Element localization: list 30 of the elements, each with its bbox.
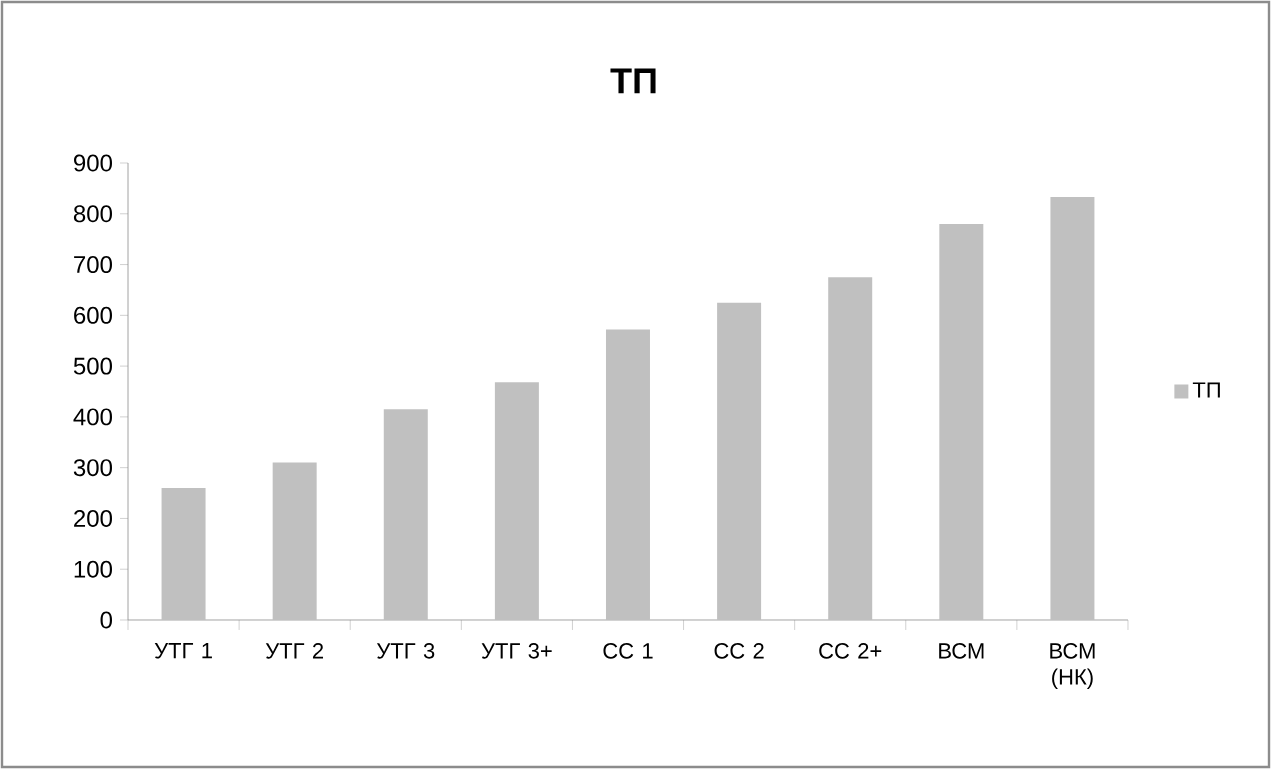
bar (939, 223, 984, 620)
y-tick-label: 400 (73, 408, 112, 426)
y-tick-label: 200 (74, 509, 112, 527)
y-tick-label: 300 (73, 459, 112, 477)
bar (605, 329, 650, 620)
y-tick-label: 100 (74, 560, 112, 578)
x-tick-label: УТГ 1 (154, 643, 212, 659)
y-tick-label: 500 (73, 357, 112, 375)
x-tick-label: УТГ 2 (265, 643, 324, 659)
bar (1050, 197, 1095, 620)
bar (717, 302, 762, 620)
bar (272, 462, 317, 620)
y-tick-label: 600 (74, 306, 112, 324)
bar (383, 409, 428, 620)
x-tick-label: СС 1 (603, 643, 653, 659)
x-tick-label: ВСМ (939, 643, 984, 659)
y-tick-label: 900 (74, 154, 112, 172)
bar (161, 487, 206, 620)
x-tick-label: УТГ 3 (376, 643, 435, 659)
x-tick-label: СС 2+ (819, 643, 882, 659)
x-tick-label: СС 2 (714, 643, 764, 659)
x-tick-label: ВСМ (НК) (1050, 643, 1095, 689)
y-tick-label: 0 (100, 611, 113, 629)
bar (494, 382, 539, 620)
bar (828, 277, 873, 620)
chart-title: ТП (610, 68, 656, 94)
legend-label: ТП (1192, 382, 1220, 398)
x-tick-label: УТГ 3+ (481, 643, 552, 659)
y-tick-label: 800 (73, 205, 112, 223)
y-tick-label: 700 (74, 256, 112, 274)
